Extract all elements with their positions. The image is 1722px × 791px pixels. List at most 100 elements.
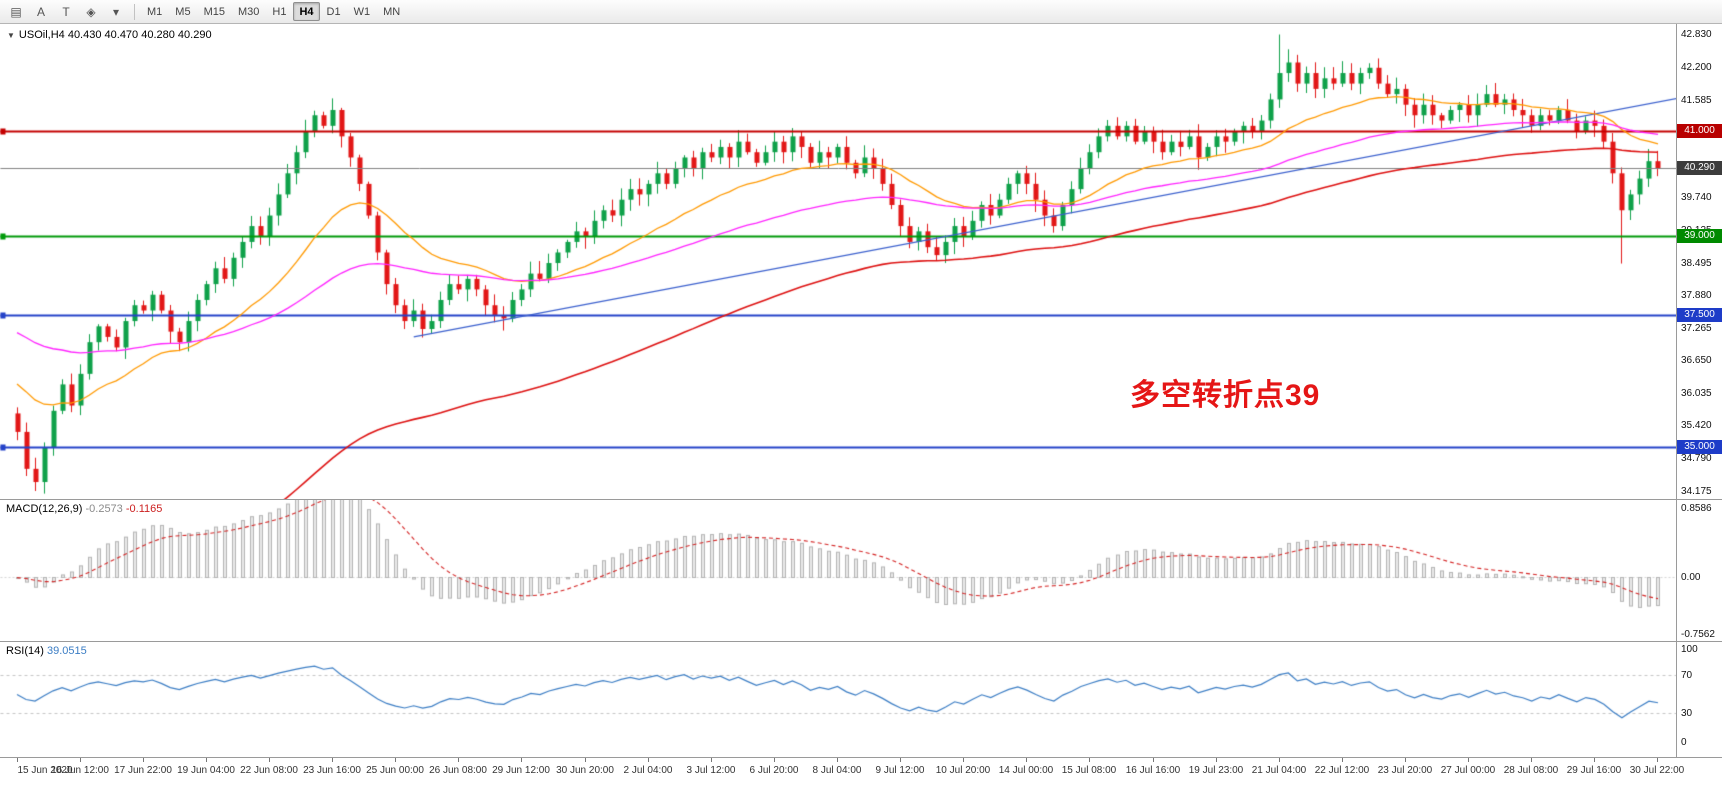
- price-axis-label: 38.495: [1681, 257, 1712, 269]
- timeframe-m15-button[interactable]: M15: [198, 2, 231, 21]
- panel-separator: [0, 757, 1722, 758]
- rsi-axis-label: 30: [1681, 708, 1693, 720]
- time-axis-tick: [458, 758, 459, 762]
- time-label: 8 Jul 04:00: [812, 765, 862, 776]
- timeframe-d1-button[interactable]: D1: [321, 2, 347, 21]
- time-axis-tick: [17, 758, 18, 762]
- collapse-arrow-icon[interactable]: ▼: [7, 31, 15, 40]
- draw-objects-icon[interactable]: ◈: [79, 2, 103, 21]
- price-axis-label: 34.790: [1681, 453, 1712, 465]
- time-axis-tick: [1089, 758, 1090, 762]
- time-axis-tick: [80, 758, 81, 762]
- time-axis-tick: [1594, 758, 1595, 762]
- macd-signal-value: -0.1165: [125, 503, 163, 515]
- time-axis-tick: [1153, 758, 1154, 762]
- price-axis-label: 37.265: [1681, 322, 1712, 334]
- price-axis-label: 42.830: [1681, 29, 1712, 41]
- time-axis-tick: [711, 758, 712, 762]
- rsi-axis-label: 70: [1681, 669, 1693, 681]
- time-axis-tick: [1342, 758, 1343, 762]
- time-label: 27 Jul 00:00: [1440, 765, 1496, 776]
- timeframe-w1-button[interactable]: W1: [348, 2, 377, 21]
- time-axis-tick: [269, 758, 270, 762]
- rsi-label: RSI(14) 39.0515: [6, 645, 87, 657]
- time-label: 9 Jul 12:00: [875, 765, 925, 776]
- time-axis-tick: [332, 758, 333, 762]
- time-label: 15 Jun 2020: [17, 765, 73, 776]
- time-axis-tick: [143, 758, 144, 762]
- rsi-canvas[interactable]: [0, 642, 1676, 758]
- panel-separator[interactable]: [0, 641, 1722, 642]
- time-label: 29 Jul 16:00: [1566, 765, 1622, 776]
- time-label: 15 Jul 08:00: [1061, 765, 1117, 776]
- time-label: 16 Jun 12:00: [51, 765, 109, 776]
- macd-value: -0.2573: [85, 503, 123, 515]
- timeframe-m1-button[interactable]: M1: [141, 2, 168, 21]
- macd-label: MACD(12,26,9) -0.2573 -0.1165: [6, 503, 162, 515]
- time-axis-tick: [774, 758, 775, 762]
- time-label: 6 Jul 20:00: [749, 765, 799, 776]
- price-axis-border: [1676, 24, 1677, 758]
- charts-icon[interactable]: ▤: [4, 2, 28, 21]
- time-axis-tick: [1279, 758, 1280, 762]
- price-axis-label: 35.420: [1681, 420, 1712, 432]
- chinese-annotation-text: 多空转折点39: [1130, 379, 1321, 412]
- rsi-axis-label: 0: [1681, 737, 1687, 748]
- dropdown-arrow-icon[interactable]: ▾: [104, 2, 128, 21]
- price-chart-canvas[interactable]: [0, 24, 1676, 500]
- hline-price-tag: 39.000: [1677, 229, 1722, 244]
- time-label: 22 Jun 08:00: [240, 765, 298, 776]
- time-label: 21 Jul 04:00: [1251, 765, 1307, 776]
- time-axis-tick: [1405, 758, 1406, 762]
- timeframe-mn-button[interactable]: MN: [377, 2, 406, 21]
- time-label: 17 Jun 22:00: [114, 765, 172, 776]
- macd-name: MACD(12,26,9): [6, 503, 83, 515]
- time-label: 26 Jun 08:00: [429, 765, 487, 776]
- time-label: 22 Jul 12:00: [1314, 765, 1370, 776]
- hline-price-tag: 40.290: [1677, 161, 1722, 176]
- time-axis-tick: [1531, 758, 1532, 762]
- time-axis-tick: [963, 758, 964, 762]
- chart-legend: ▼ USOil,H4 40.430 40.470 40.280 40.290: [7, 29, 212, 41]
- time-label: 25 Jun 00:00: [366, 765, 424, 776]
- time-label: 28 Jul 08:00: [1503, 765, 1559, 776]
- price-axis-label: 39.740: [1681, 192, 1712, 204]
- time-axis[interactable]: 15 Jun 2020 16 Jun 12:00 17 Jun 22:00 19 Ju…: [0, 758, 1722, 791]
- timeframe-m30-button[interactable]: M30: [232, 2, 265, 21]
- toolbar: ▤ A T ◈ ▾ M1 M5 M15 M30 H1 H4 D1 W1 MN: [0, 0, 1722, 24]
- time-axis-tick: [1216, 758, 1217, 762]
- price-axis-label: 36.035: [1681, 387, 1712, 399]
- timeframe-h4-button[interactable]: H4: [293, 2, 320, 21]
- time-axis-tick: [206, 758, 207, 762]
- time-label: 16 Jul 16:00: [1125, 765, 1181, 776]
- macd-canvas[interactable]: [0, 500, 1676, 642]
- time-label: 30 Jul 22:00: [1629, 765, 1685, 776]
- time-label: 19 Jul 23:00: [1188, 765, 1244, 776]
- time-label: 30 Jun 20:00: [556, 765, 614, 776]
- timeframe-h1-button[interactable]: H1: [266, 2, 292, 21]
- price-axis-label: 36.650: [1681, 355, 1712, 367]
- time-axis-tick: [521, 758, 522, 762]
- time-axis-tick: [648, 758, 649, 762]
- time-axis-tick: [395, 758, 396, 762]
- time-axis-tick: [1657, 758, 1658, 762]
- time-axis-tick: [1026, 758, 1027, 762]
- panel-separator[interactable]: [0, 499, 1722, 500]
- macd-axis-label: -0.7562: [1681, 629, 1715, 640]
- time-axis-tick: [900, 758, 901, 762]
- text-tool-icon[interactable]: T: [54, 2, 78, 21]
- cursor-a-icon[interactable]: A: [29, 2, 53, 21]
- price-axis-label: 42.200: [1681, 62, 1712, 74]
- time-label: 3 Jul 12:00: [686, 765, 736, 776]
- time-label: 10 Jul 20:00: [935, 765, 991, 776]
- hline-price-tag: 41.000: [1677, 123, 1722, 138]
- time-label: 14 Jul 00:00: [998, 765, 1054, 776]
- price-axis-label: 34.175: [1681, 485, 1712, 497]
- timeframe-m5-button[interactable]: M5: [169, 2, 196, 21]
- time-axis-tick: [585, 758, 586, 762]
- symbol-ohlc-label: USOil,H4 40.430 40.470 40.280 40.290: [18, 29, 212, 41]
- hline-price-tag: 35.000: [1677, 440, 1722, 455]
- rsi-axis-label: 100: [1681, 644, 1698, 655]
- price-axis-label: 37.880: [1681, 290, 1712, 302]
